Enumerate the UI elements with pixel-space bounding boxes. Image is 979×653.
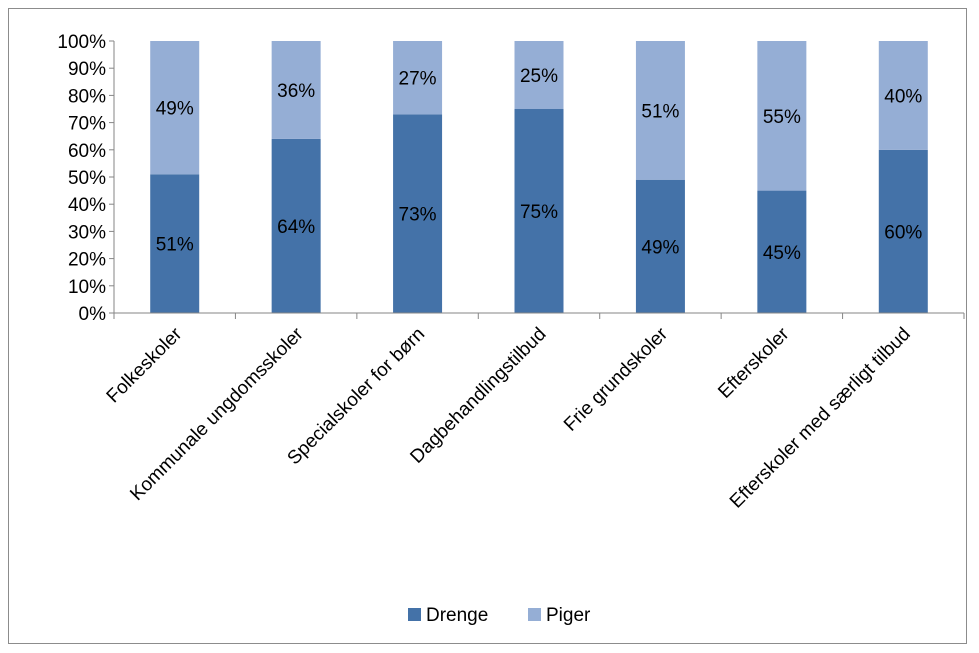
bar-piger-5: [757, 41, 807, 191]
y-tick-label: 50%: [68, 168, 106, 189]
category-label: Frie grundskoler: [560, 323, 672, 435]
legend-swatch-piger: [528, 608, 541, 621]
data-label-piger: 51%: [641, 101, 679, 122]
y-tick-label: 100%: [57, 32, 106, 53]
y-tick-labels: 0% 10% 20% 30% 40% 50% 60% 70% 80% 90% 100%: [57, 32, 106, 325]
y-tick-label: 20%: [68, 250, 106, 271]
data-label-drenge: 60%: [884, 222, 922, 243]
bar-drenge-4: [635, 179, 685, 313]
y-tick-label: 60%: [68, 141, 106, 162]
bar-drenge-0: [150, 174, 200, 313]
y-tick-label: 70%: [68, 114, 106, 135]
bar-drenge-2: [393, 114, 443, 313]
axes-layer: [109, 40, 965, 319]
data-label-piger: 49%: [156, 99, 194, 120]
data-label-piger: 27%: [399, 69, 437, 90]
data-label-drenge: 64%: [277, 217, 315, 238]
data-label-piger: 55%: [763, 107, 801, 128]
data-labels: 51% 49% 64% 36% 73% 27% 75% 25% 49% 51% 45% 55% 60% 4…: [156, 66, 923, 264]
y-tick-label: 80%: [68, 86, 106, 107]
y-tick-label: 30%: [68, 222, 106, 243]
category-label: Folkeskoler: [103, 323, 187, 407]
legend-swatch-drenge: [408, 608, 421, 621]
y-tick-label: 10%: [68, 277, 106, 298]
category-label: Dagbehandlingstilbud: [406, 324, 550, 468]
bar-drenge-1: [271, 138, 321, 313]
y-tick-label: 40%: [68, 195, 106, 216]
bar-piger-4: [635, 41, 685, 180]
bar-piger-2: [393, 41, 443, 115]
category-label: Efterskoler: [714, 323, 794, 403]
legend: Drenge Piger: [408, 605, 591, 626]
bar-drenge-5: [757, 190, 807, 313]
legend-label-piger: Piger: [546, 605, 591, 626]
data-label-drenge: 75%: [520, 202, 558, 223]
data-label-drenge: 73%: [399, 205, 437, 226]
data-label-drenge: 45%: [763, 243, 801, 264]
y-tick-label: 0%: [79, 304, 107, 325]
y-tick-label: 90%: [68, 59, 106, 80]
bar-drenge-3: [514, 109, 564, 313]
bars-layer: [150, 41, 928, 313]
data-label-piger: 36%: [277, 81, 315, 102]
legend-label-drenge: Drenge: [426, 605, 488, 626]
data-label-drenge: 51%: [156, 235, 194, 256]
category-label: Specialskoler for børn: [284, 324, 430, 470]
bar-piger-1: [271, 41, 321, 139]
bar-piger-6: [878, 41, 928, 150]
data-label-piger: 40%: [884, 86, 922, 107]
bar-piger-0: [150, 41, 200, 175]
data-label-piger: 25%: [520, 66, 558, 87]
bar-drenge-6: [878, 149, 928, 313]
bar-piger-3: [514, 41, 564, 109]
data-label-drenge: 49%: [641, 237, 679, 258]
